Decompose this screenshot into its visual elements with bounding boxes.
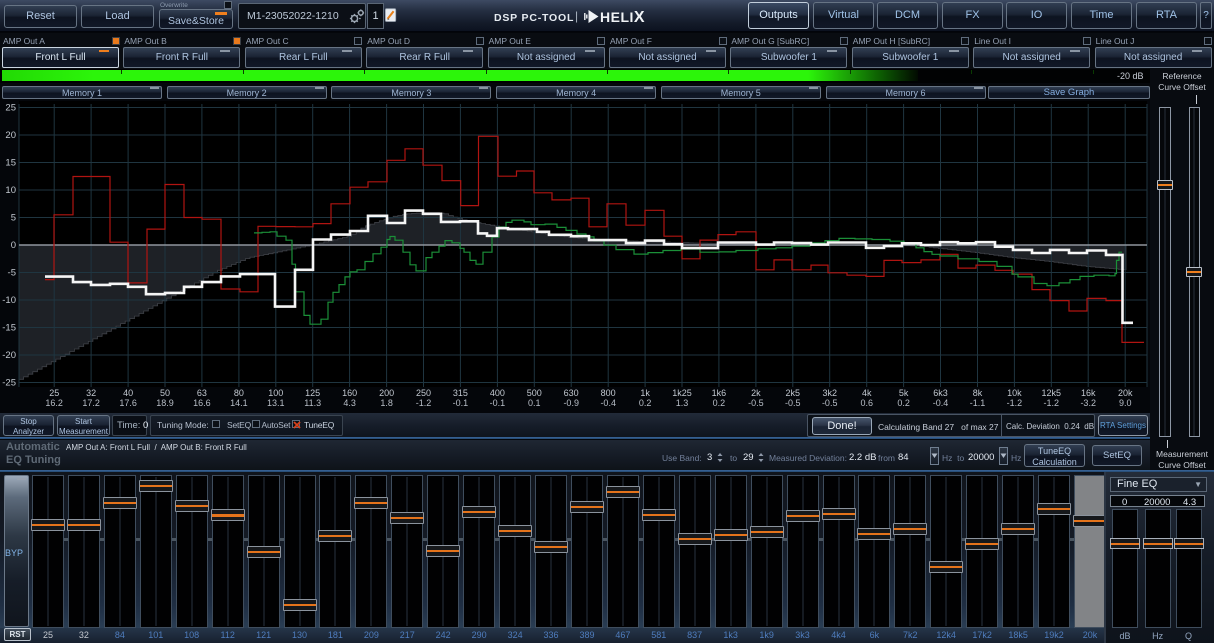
svg-text:15: 15 [5, 158, 16, 169]
svg-text:2k5: 2k5 [786, 388, 801, 398]
svg-text:4.3: 4.3 [343, 398, 356, 408]
svg-text:0.1: 0.1 [528, 398, 541, 408]
svg-text:800: 800 [601, 388, 616, 398]
svg-text:315: 315 [453, 388, 468, 398]
svg-text:6k3: 6k3 [933, 388, 948, 398]
svg-text:32: 32 [86, 388, 96, 398]
svg-text:1k6: 1k6 [712, 388, 727, 398]
svg-text:630: 630 [564, 388, 579, 398]
svg-text:160: 160 [342, 388, 357, 398]
svg-text:-25: -25 [2, 378, 16, 389]
svg-text:-1.2: -1.2 [416, 398, 432, 408]
svg-text:-3.2: -3.2 [1080, 398, 1096, 408]
svg-text:0.2: 0.2 [639, 398, 652, 408]
svg-text:200: 200 [379, 388, 394, 398]
svg-text:-0.9: -0.9 [563, 398, 579, 408]
svg-text:25: 25 [5, 103, 16, 114]
svg-text:13.1: 13.1 [267, 398, 285, 408]
svg-text:12k5: 12k5 [1042, 388, 1062, 398]
svg-text:100: 100 [268, 388, 283, 398]
svg-text:-0.4: -0.4 [933, 398, 949, 408]
svg-text:2k: 2k [751, 388, 761, 398]
svg-text:16.2: 16.2 [45, 398, 63, 408]
svg-text:3k2: 3k2 [822, 388, 837, 398]
svg-text:-1.1: -1.1 [970, 398, 986, 408]
svg-text:5: 5 [11, 213, 16, 224]
svg-text:125: 125 [305, 388, 320, 398]
svg-text:1k: 1k [640, 388, 650, 398]
svg-text:1.8: 1.8 [380, 398, 393, 408]
svg-text:10: 10 [5, 185, 16, 196]
svg-text:17.2: 17.2 [82, 398, 100, 408]
svg-text:400: 400 [490, 388, 505, 398]
svg-text:1.3: 1.3 [676, 398, 689, 408]
svg-text:11.3: 11.3 [304, 398, 321, 408]
svg-text:50: 50 [160, 388, 170, 398]
svg-text:14.1: 14.1 [230, 398, 248, 408]
svg-text:40: 40 [123, 388, 133, 398]
svg-text:25: 25 [49, 388, 59, 398]
svg-text:-0.4: -0.4 [600, 398, 616, 408]
svg-text:9.0: 9.0 [1119, 398, 1132, 408]
svg-text:16k: 16k [1081, 388, 1096, 398]
svg-text:500: 500 [527, 388, 542, 398]
svg-text:-10: -10 [2, 295, 16, 306]
svg-text:-0.5: -0.5 [785, 398, 801, 408]
svg-text:-0.1: -0.1 [490, 398, 506, 408]
svg-text:10k: 10k [1007, 388, 1022, 398]
svg-text:8k: 8k [973, 388, 983, 398]
svg-text:250: 250 [416, 388, 431, 398]
svg-text:0.2: 0.2 [713, 398, 726, 408]
svg-text:63: 63 [197, 388, 207, 398]
svg-text:-0.5: -0.5 [748, 398, 764, 408]
svg-text:0.6: 0.6 [860, 398, 873, 408]
svg-text:-1.2: -1.2 [1044, 398, 1060, 408]
svg-text:1k25: 1k25 [672, 388, 692, 398]
svg-text:18.9: 18.9 [156, 398, 174, 408]
svg-text:20: 20 [5, 130, 16, 141]
svg-text:-15: -15 [2, 323, 16, 334]
svg-text:20k: 20k [1118, 388, 1133, 398]
svg-text:-0.1: -0.1 [453, 398, 469, 408]
svg-text:80: 80 [234, 388, 244, 398]
svg-text:4k: 4k [862, 388, 872, 398]
svg-text:5k: 5k [899, 388, 909, 398]
svg-text:0: 0 [11, 240, 16, 251]
svg-text:-5: -5 [8, 268, 16, 279]
svg-text:-0.5: -0.5 [822, 398, 838, 408]
svg-text:16.6: 16.6 [193, 398, 211, 408]
svg-text:17.6: 17.6 [119, 398, 137, 408]
svg-text:0.2: 0.2 [897, 398, 910, 408]
svg-text:-1.2: -1.2 [1007, 398, 1023, 408]
svg-text:-20: -20 [2, 350, 16, 361]
